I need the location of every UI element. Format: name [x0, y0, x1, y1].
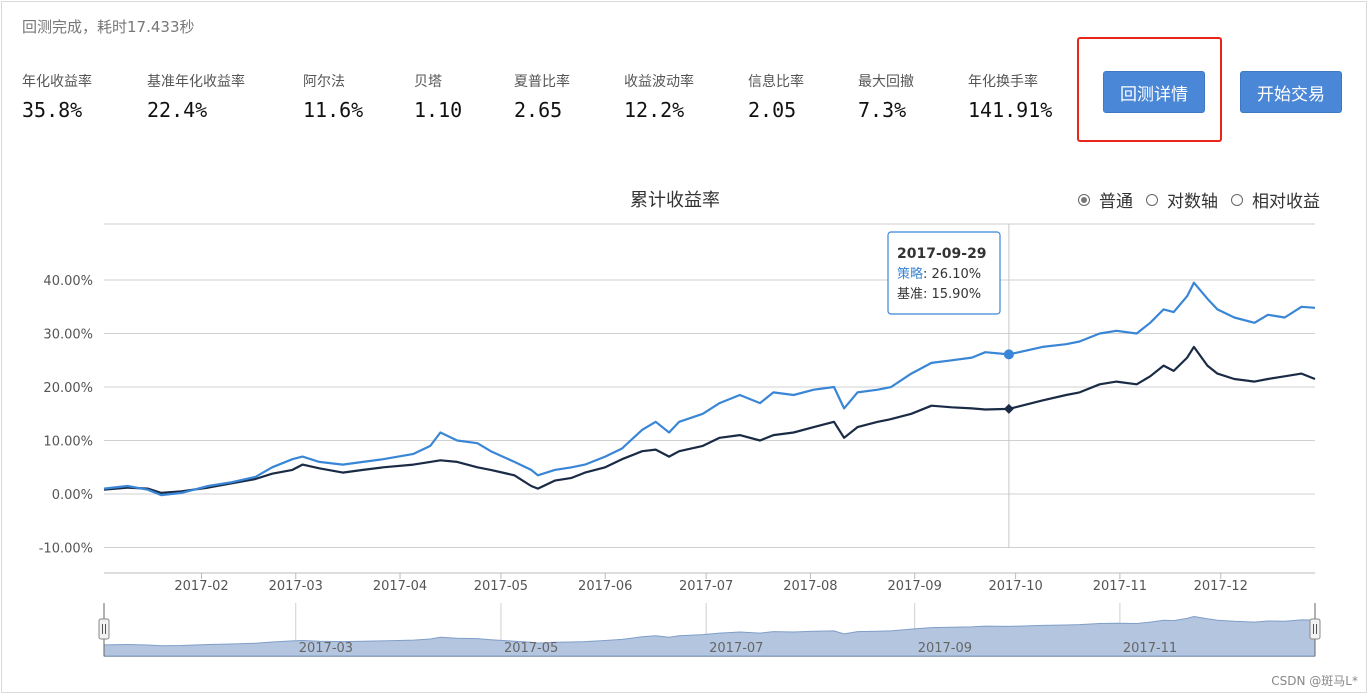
backtest-detail-button[interactable]: 回测详情: [1103, 71, 1205, 113]
metric-benchmark-annual-return: 基准年化收益率 22.4%: [147, 71, 245, 122]
metric-label: 基准年化收益率: [147, 74, 245, 90]
metric-value: 35.8%: [22, 98, 83, 122]
benchmark-marker: [1003, 403, 1014, 414]
metric-volatility: 收益波动率 12.2%: [624, 71, 694, 122]
radio-unselected-icon: [1231, 193, 1243, 206]
x-tick-label: 2017-11: [1093, 579, 1147, 594]
metric-max-drawdown: 最大回撤 7.3%: [858, 71, 914, 122]
navigator-left-handle[interactable]: [98, 618, 110, 640]
radio-label: 普通: [1099, 192, 1133, 212]
chart-title: 累计收益率: [630, 190, 720, 211]
metric-value: 1.10: [414, 98, 463, 122]
highlight-box: [1077, 37, 1222, 142]
x-tick-label: 2017-09: [888, 579, 942, 594]
navigator-tick-label: 2017-05: [504, 641, 558, 656]
navigator-area: [103, 615, 1316, 657]
x-tick-label: 2017-06: [578, 579, 632, 594]
metric-value: 7.3%: [858, 98, 907, 122]
benchmark-line: [103, 345, 1316, 494]
metric-label: 收益波动率: [624, 74, 694, 90]
axis-mode-radio-group: 普通 对数轴 相对收益: [1078, 187, 1333, 212]
y-tick-label: 30.00%: [43, 328, 93, 343]
metric-beta: 贝塔 1.10: [414, 71, 462, 122]
radio-label: 相对收益: [1252, 192, 1320, 212]
metric-value: 141.91%: [968, 98, 1053, 122]
handle-grip: [98, 618, 110, 640]
x-tick-label: 2017-12: [1194, 579, 1248, 594]
tooltip-date: 2017-09-29: [897, 246, 987, 262]
metric-turnover: 年化换手率 141.91%: [968, 71, 1052, 122]
metric-sharpe: 夏普比率 2.65: [514, 71, 570, 122]
navigator-tick-label: 2017-03: [299, 641, 353, 656]
x-tick-label: 2017-08: [783, 579, 837, 594]
navigator-right-handle[interactable]: [1309, 618, 1321, 640]
tooltip-box: [887, 231, 1001, 315]
radio-label: 对数轴: [1167, 192, 1218, 212]
metric-value: 22.4%: [147, 98, 208, 122]
metric-alpha: 阿尔法 11.6%: [303, 71, 363, 122]
strategy-line: [103, 281, 1316, 497]
backtest-status: 回测完成，耗时17.433秒: [22, 18, 195, 36]
chart-grid: [104, 223, 1315, 548]
series-lines: [103, 281, 1316, 497]
metric-value: 2.05: [748, 98, 797, 122]
y-tick-label: 20.00%: [43, 381, 93, 396]
watermark: CSDN @斑马L*: [1271, 674, 1358, 688]
start-trading-button[interactable]: 开始交易: [1240, 71, 1342, 113]
x-tick-label: 2017-10: [988, 579, 1042, 594]
metric-label: 阿尔法: [303, 74, 345, 90]
navigator-tick-label: 2017-09: [918, 641, 972, 656]
metric-label: 年化收益率: [22, 74, 92, 90]
radio-log-axis[interactable]: 对数轴: [1146, 187, 1218, 212]
radio-unselected-icon: [1146, 193, 1158, 206]
range-navigator: 2017-03 2017-05 2017-07 2017-09 2017-11: [98, 603, 1321, 657]
y-tick-label: 10.00%: [43, 435, 93, 450]
metric-value: 2.65: [514, 98, 563, 122]
metric-value: 12.2%: [624, 98, 685, 122]
y-tick-label: 40.00%: [43, 274, 93, 289]
metric-value: 11.6%: [303, 98, 364, 122]
metric-label: 最大回撤: [858, 74, 914, 90]
tooltip-strategy: 策略: 26.10%: [897, 266, 981, 282]
metric-label: 年化换手率: [968, 74, 1038, 90]
radio-normal[interactable]: 普通: [1078, 187, 1133, 212]
radio-relative-return[interactable]: 相对收益: [1231, 187, 1320, 212]
y-axis: 40.00% 30.00% 20.00% 10.00% 0.00% -10.00%: [39, 274, 93, 557]
x-tick-label: 2017-04: [373, 579, 427, 594]
y-tick-label: -10.00%: [39, 542, 93, 557]
strategy-marker: [1003, 349, 1014, 360]
x-tick-label: 2017-05: [474, 579, 528, 594]
metric-annual-return: 年化收益率 35.8%: [22, 71, 92, 122]
metric-information-ratio: 信息比率 2.05: [748, 71, 804, 122]
tooltip-benchmark: 基准: 15.90%: [897, 287, 981, 302]
navigator-tick-label: 2017-07: [709, 641, 763, 656]
metric-label: 信息比率: [748, 74, 804, 90]
x-axis: 2017-02 2017-03 2017-04 2017-05 2017-06 2017-…: [104, 572, 1315, 594]
x-tick-label: 2017-07: [679, 579, 733, 594]
x-tick-label: 2017-03: [269, 579, 323, 594]
x-tick-label: 2017-02: [174, 579, 228, 594]
metric-label: 贝塔: [414, 74, 442, 90]
y-tick-label: 0.00%: [52, 488, 93, 503]
navigator-tick-label: 2017-11: [1123, 641, 1177, 656]
handle-grip: [1309, 618, 1321, 640]
metric-label: 夏普比率: [514, 74, 570, 90]
chart-tooltip: 2017-09-29 策略: 26.10% 基准: 15.90%: [887, 231, 1001, 315]
radio-selected-icon: [1078, 193, 1090, 206]
